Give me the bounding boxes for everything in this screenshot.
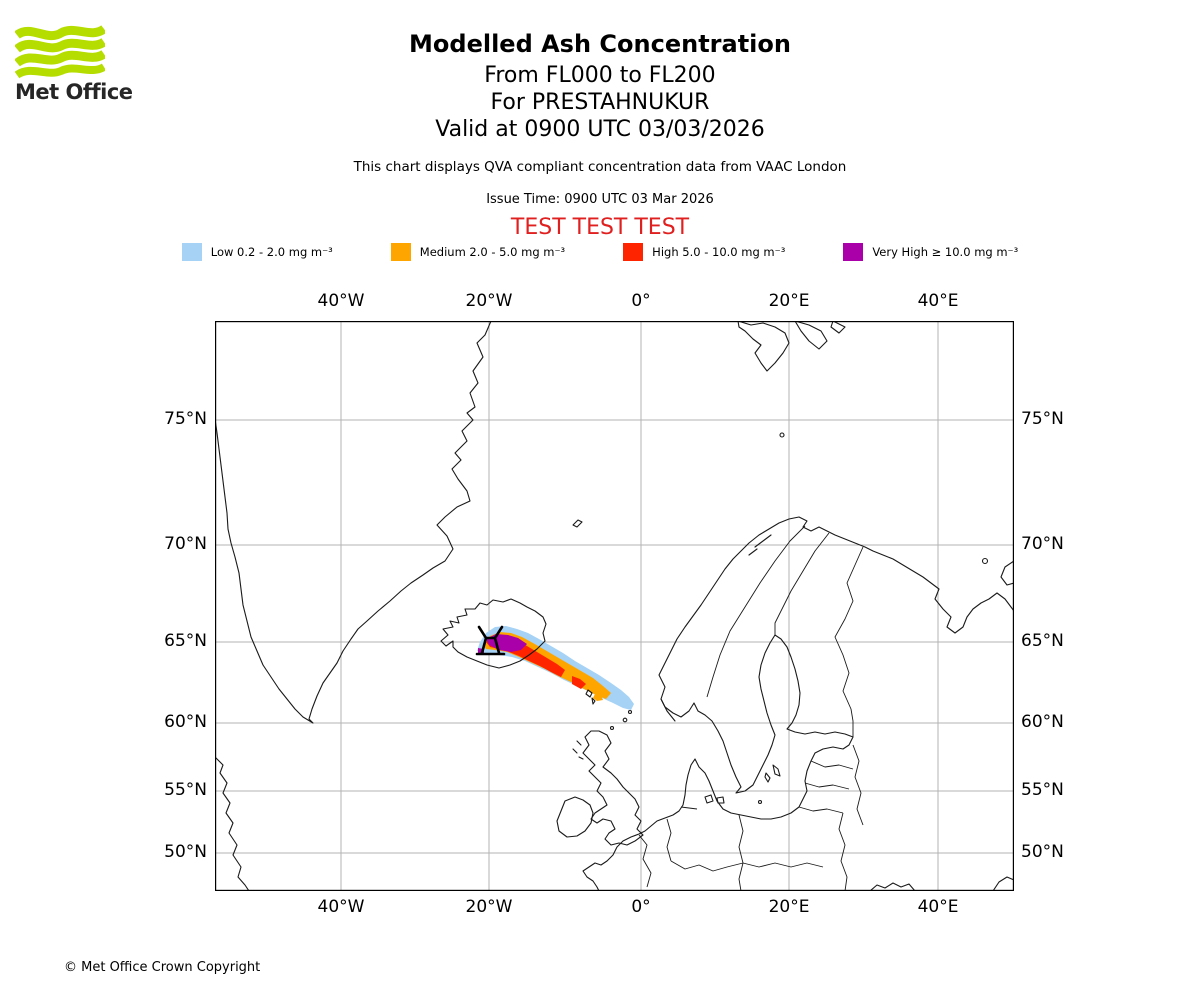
denmark-germany-border — [680, 806, 698, 810]
lat-tick-right-60n: 60°N — [1021, 712, 1064, 732]
bornholm-island — [757, 799, 763, 805]
germany-netherlands-border — [666, 818, 672, 862]
legend-label-medium: Medium 2.0 - 5.0 mg m⁻³ — [419, 245, 566, 259]
lon-tick-bottom-40e: 40°E — [917, 897, 959, 917]
central-europe-borders — [638, 834, 824, 888]
lat-tick-left-60n: 60°N — [164, 712, 207, 732]
legend-item-medium: Medium 2.0 - 5.0 mg m⁻³ — [390, 243, 566, 261]
lon-tick-top-0: 0° — [631, 291, 651, 311]
bear-island — [779, 432, 785, 438]
lon-tick-top-40w: 40°W — [317, 291, 365, 311]
legend-label-high: High 5.0 - 10.0 mg m⁻³ — [652, 245, 786, 259]
lat-tick-right-50n: 50°N — [1021, 842, 1064, 862]
finland-russia-border — [834, 546, 864, 737]
medium-swatch-icon — [390, 243, 411, 261]
map-canvas — [215, 321, 1014, 891]
met-office-logo: Met Office — [15, 22, 133, 104]
issue-time: Issue Time: 0900 UTC 03 Mar 2026 — [486, 192, 714, 207]
poland-germany-border — [738, 814, 744, 891]
lat-tick-left-50n: 50°N — [164, 842, 207, 862]
very-high-swatch-icon — [843, 243, 864, 261]
danish-islands — [704, 794, 725, 804]
lat-tick-right-70n: 70°N — [1021, 534, 1064, 554]
lat-tick-right-75n: 75°N — [1021, 409, 1064, 429]
svalbard-coast — [737, 321, 790, 372]
ireland-coast — [556, 796, 594, 838]
kanin-coast — [1000, 560, 1014, 586]
jan-mayen-island — [572, 519, 583, 528]
lon-tick-bottom-40w: 40°W — [317, 897, 365, 917]
great-britain-coast — [582, 730, 644, 846]
lat-tick-left-70n: 70°N — [164, 534, 207, 554]
legend-item-very-high: Very High ≥ 10.0 mg m⁻³ — [843, 243, 1018, 261]
sweden-finland-border — [774, 532, 830, 635]
oland-island — [764, 772, 771, 783]
lat-tick-left-75n: 75°N — [164, 409, 207, 429]
lon-tick-bottom-0: 0° — [631, 897, 651, 917]
greenland-coast — [215, 321, 492, 724]
labrador-coast — [215, 756, 250, 891]
hebrides-islands — [572, 740, 584, 760]
shetland-islands — [622, 717, 628, 723]
lon-tick-top-40e: 40°E — [917, 291, 959, 311]
norway-sweden-border — [706, 525, 806, 698]
valid-time-line: Valid at 0900 UTC 03/03/2026 — [435, 117, 765, 142]
volcano-icon — [475, 625, 506, 656]
title-block: Modelled Ash Concentration From FL000 to… — [0, 30, 1200, 143]
low-swatch-icon — [181, 243, 202, 261]
legend: Low 0.2 - 2.0 mg m⁻³ Medium 2.0 - 5.0 mg… — [0, 243, 1200, 261]
map-border — [215, 321, 1014, 891]
country-borders — [638, 525, 864, 891]
lofoten-islands — [748, 534, 772, 556]
baltic-europe-coast — [582, 634, 854, 891]
kolguyev-island — [981, 557, 989, 565]
iceland-coast — [440, 598, 547, 669]
plume-high-fleck — [572, 676, 586, 689]
legend-item-high: High 5.0 - 10.0 mg m⁻³ — [623, 243, 785, 261]
high-swatch-icon — [623, 243, 644, 261]
legend-label-low: Low 0.2 - 2.0 mg m⁻³ — [210, 245, 333, 259]
faroe-islands — [585, 689, 596, 705]
flight-level-line: From FL000 to FL200 — [484, 63, 716, 88]
lat-tick-right-55n: 55°N — [1021, 780, 1064, 800]
lon-tick-bottom-20w: 20°W — [465, 897, 513, 917]
volcano-line: For PRESTAHNUKUR — [490, 90, 710, 115]
svalbard-northeast-island — [794, 321, 828, 350]
svalbard-edge-island — [830, 321, 846, 334]
lat-tick-right-65n: 65°N — [1021, 631, 1064, 651]
lon-tick-top-20e: 20°E — [768, 291, 810, 311]
caspian-coast — [992, 876, 1014, 891]
met-office-waves-icon — [15, 25, 105, 79]
lon-tick-top-20w: 20°W — [465, 291, 513, 311]
lat-tick-left-65n: 65°N — [164, 631, 207, 651]
norway-kola-coast — [658, 516, 1014, 722]
gotland-island — [772, 764, 781, 777]
graticule-gridlines — [215, 321, 1014, 891]
legend-label-very-high: Very High ≥ 10.0 mg m⁻³ — [872, 245, 1019, 259]
test-banner: TEST TEST TEST — [510, 215, 690, 240]
lon-tick-bottom-20e: 20°E — [768, 897, 810, 917]
plume-medium-fleck — [593, 694, 603, 701]
coastlines — [215, 321, 1014, 891]
qva-note: This chart displays QVA compliant concen… — [353, 159, 847, 175]
met-office-logo-text: Met Office — [15, 80, 133, 104]
lat-tick-left-55n: 55°N — [164, 780, 207, 800]
small-island-speck — [627, 709, 633, 715]
ash-concentration-map — [215, 321, 1014, 891]
orkney-islands — [609, 725, 615, 731]
black-sea-coast — [869, 882, 916, 891]
legend-item-low: Low 0.2 - 2.0 mg m⁻³ — [181, 243, 333, 261]
poland-east-border — [838, 812, 848, 891]
page-title: Modelled Ash Concentration — [409, 30, 791, 58]
baltic-borders — [798, 744, 864, 826]
copyright-notice: © Met Office Crown Copyright — [64, 960, 261, 975]
